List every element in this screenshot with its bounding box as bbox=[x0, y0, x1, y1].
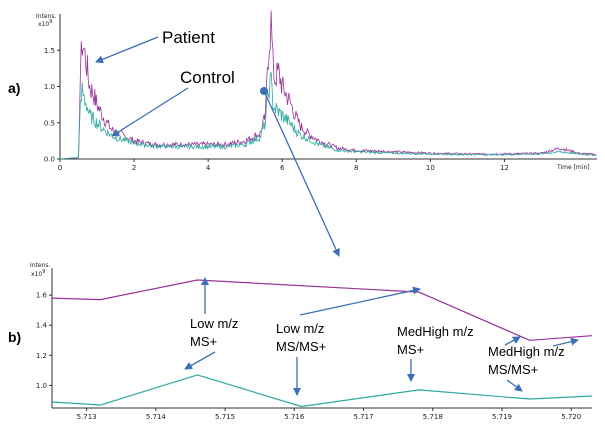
medhigh-mz-msms-arrow-left bbox=[504, 336, 521, 346]
low-mz-msms-label-line2: MS/MS+ bbox=[276, 339, 326, 354]
panel-b-y-axis-title: Intens. bbox=[30, 262, 51, 269]
medhigh-mz-ms-label-line1: MedHigh m/z bbox=[397, 324, 474, 339]
series-line-patient bbox=[59, 10, 597, 160]
control-arrow bbox=[111, 87, 189, 137]
low-mz-ms-arrow-down bbox=[184, 351, 216, 370]
control-annotation: Control bbox=[180, 68, 235, 87]
x-tick-label: 5.719 bbox=[492, 413, 512, 421]
y-tick-label: 1.0 bbox=[44, 83, 55, 91]
panel-b-ticks: 5.713 5.714 5.715 5.716 5.717 5.718 5.719 5.720… bbox=[36, 292, 581, 421]
patient-arrow bbox=[95, 36, 159, 64]
panel-a-y-multiplier: x109 bbox=[38, 19, 52, 28]
y-tick-label: 1.2 bbox=[36, 352, 47, 360]
medhigh-mz-msms-arrow-right bbox=[552, 337, 579, 347]
y-tick-label: 1.4 bbox=[36, 322, 48, 330]
x-tick-label: 5.720 bbox=[561, 413, 581, 421]
panel-a-x-unit: Time [min] bbox=[556, 164, 590, 171]
panel-a-frame bbox=[59, 14, 597, 160]
low-mz-msms-arrow-up bbox=[299, 286, 421, 316]
panel-b-y-multiplier: x109 bbox=[31, 269, 45, 278]
medhigh-mz-ms-label-line2: MS+ bbox=[397, 342, 424, 357]
low-mz-ms-label-line1: Low m/z bbox=[190, 316, 238, 331]
x-tick-label: 5.717 bbox=[354, 413, 374, 421]
panel-b-frame bbox=[51, 268, 592, 409]
low-mz-msms-label-line1: Low m/z bbox=[276, 321, 324, 336]
y-tick-label: 0.5 bbox=[44, 119, 55, 127]
series-line-control bbox=[51, 374, 593, 408]
x-tick-label: 5.716 bbox=[284, 413, 305, 421]
x-tick-label: 4 bbox=[206, 164, 211, 172]
panel-a-y-axis-title: Intens. bbox=[36, 13, 57, 20]
medhigh-mz-msms-label-line2: MS/MS+ bbox=[488, 362, 538, 377]
y-tick-label: 0.0 bbox=[44, 156, 55, 164]
zoom-connector-arrow bbox=[263, 90, 340, 257]
x-tick-label: 6 bbox=[280, 164, 285, 172]
medhigh-mz-msms-label-line1: MedHigh m/z bbox=[488, 344, 565, 359]
series-line-patient bbox=[51, 279, 593, 341]
panel-a-label: a) bbox=[8, 80, 20, 96]
y-tick-label: 1.0 bbox=[36, 382, 47, 390]
x-tick-label: 0 bbox=[58, 164, 62, 172]
panel-a-ticks: 0 2 4 6 8 10 12 0.0 0.5 1.0 1.5 bbox=[44, 47, 509, 172]
x-tick-label: 8 bbox=[354, 164, 358, 172]
low-mz-ms-label-line2: MS+ bbox=[190, 334, 217, 349]
x-tick-label: 5.714 bbox=[146, 413, 167, 421]
panel-b-label: b) bbox=[8, 329, 21, 345]
x-tick-label: 10 bbox=[426, 164, 435, 172]
x-tick-label: 2 bbox=[132, 164, 136, 172]
medhigh-mz-msms-arrow-down bbox=[506, 379, 523, 392]
x-tick-label: 12 bbox=[500, 164, 509, 172]
x-tick-label: 5.715 bbox=[215, 413, 235, 421]
y-tick-label: 1.6 bbox=[36, 292, 48, 300]
panel-a-series bbox=[59, 10, 597, 160]
y-tick-label: 1.5 bbox=[44, 47, 55, 55]
panel-b-series bbox=[51, 279, 593, 408]
patient-annotation: Patient bbox=[162, 28, 215, 47]
x-tick-label: 5.718 bbox=[423, 413, 443, 421]
x-tick-label: 5.713 bbox=[77, 413, 97, 421]
series-line-control bbox=[59, 71, 597, 160]
